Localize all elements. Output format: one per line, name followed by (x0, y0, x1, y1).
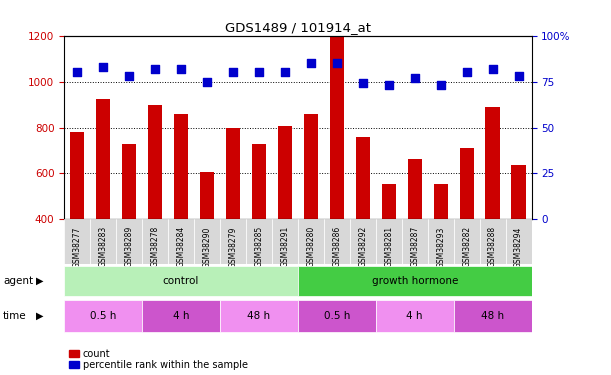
Text: GSM38278: GSM38278 (150, 226, 159, 267)
Text: GSM38289: GSM38289 (125, 226, 134, 267)
Text: 4 h: 4 h (406, 311, 423, 321)
Text: GSM38283: GSM38283 (98, 226, 108, 267)
Bar (480, 219, 506, 264)
Bar (356, 137, 370, 219)
Bar (220, 219, 246, 264)
Bar (90, 219, 116, 264)
Bar (272, 219, 298, 264)
Point (202, 79, 212, 85)
Point (488, 66, 497, 72)
Text: 0.5 h: 0.5 h (90, 311, 116, 321)
Point (514, 73, 524, 79)
Bar (324, 219, 349, 264)
Text: 48 h: 48 h (247, 311, 271, 321)
Bar (142, 219, 168, 264)
Point (72, 69, 82, 75)
Text: 48 h: 48 h (481, 311, 504, 321)
Bar (64, 300, 142, 332)
Bar (200, 172, 214, 219)
Bar (486, 107, 500, 219)
Point (436, 82, 445, 88)
Point (228, 69, 238, 75)
Bar (428, 219, 453, 264)
Bar (64, 219, 90, 264)
Bar (246, 219, 272, 264)
Point (176, 66, 186, 72)
Text: GSM38293: GSM38293 (436, 226, 445, 267)
Bar (174, 114, 188, 219)
Text: GSM38280: GSM38280 (306, 226, 315, 267)
Text: 0.5 h: 0.5 h (324, 311, 350, 321)
Text: GSM38291: GSM38291 (280, 226, 290, 267)
Bar (252, 144, 266, 219)
Bar (298, 300, 376, 332)
Text: GSM38281: GSM38281 (384, 226, 393, 267)
Bar (148, 105, 162, 219)
Text: GSM38294: GSM38294 (514, 226, 523, 267)
Text: GSM38287: GSM38287 (410, 226, 419, 267)
Bar (116, 219, 142, 264)
Point (98, 64, 108, 70)
Point (332, 60, 342, 66)
Text: GSM38290: GSM38290 (202, 226, 211, 267)
Bar (330, 36, 344, 219)
Bar (278, 126, 292, 219)
Legend: count, percentile rank within the sample: count, percentile rank within the sample (69, 349, 247, 370)
Bar (70, 132, 84, 219)
Bar (142, 300, 220, 332)
Text: 4 h: 4 h (173, 311, 189, 321)
Point (280, 69, 290, 75)
Text: agent: agent (3, 276, 33, 286)
Bar (64, 266, 298, 296)
Bar (298, 219, 324, 264)
Bar (408, 159, 422, 219)
Point (306, 60, 316, 66)
Bar (459, 148, 474, 219)
Text: GSM38285: GSM38285 (254, 226, 263, 267)
Point (254, 69, 264, 75)
Text: ▶: ▶ (36, 276, 43, 286)
Bar (122, 144, 136, 219)
Title: GDS1489 / 101914_at: GDS1489 / 101914_at (225, 21, 371, 34)
Bar (376, 300, 453, 332)
Bar (298, 266, 532, 296)
Point (384, 82, 393, 88)
Bar (220, 300, 298, 332)
Bar (168, 219, 194, 264)
Text: GSM38284: GSM38284 (177, 226, 186, 267)
Bar (304, 114, 318, 219)
Point (410, 75, 420, 81)
Bar (453, 219, 480, 264)
Point (124, 73, 134, 79)
Bar (382, 184, 396, 219)
Text: growth hormone: growth hormone (371, 276, 458, 286)
Text: GSM38282: GSM38282 (462, 226, 471, 267)
Bar (376, 219, 402, 264)
Bar (96, 99, 110, 219)
Bar (349, 219, 376, 264)
Bar (194, 219, 220, 264)
Text: control: control (163, 276, 199, 286)
Bar (506, 219, 532, 264)
Text: GSM38288: GSM38288 (488, 226, 497, 267)
Bar (453, 300, 532, 332)
Text: ▶: ▶ (36, 311, 43, 321)
Text: GSM38292: GSM38292 (358, 226, 367, 267)
Text: GSM38277: GSM38277 (73, 226, 82, 267)
Bar (434, 184, 448, 219)
Bar (402, 219, 428, 264)
Text: GSM38279: GSM38279 (229, 226, 238, 267)
Point (462, 69, 472, 75)
Bar (226, 128, 240, 219)
Point (150, 66, 160, 72)
Text: GSM38286: GSM38286 (332, 226, 342, 267)
Text: time: time (3, 311, 27, 321)
Point (358, 80, 368, 86)
Bar (511, 165, 525, 219)
